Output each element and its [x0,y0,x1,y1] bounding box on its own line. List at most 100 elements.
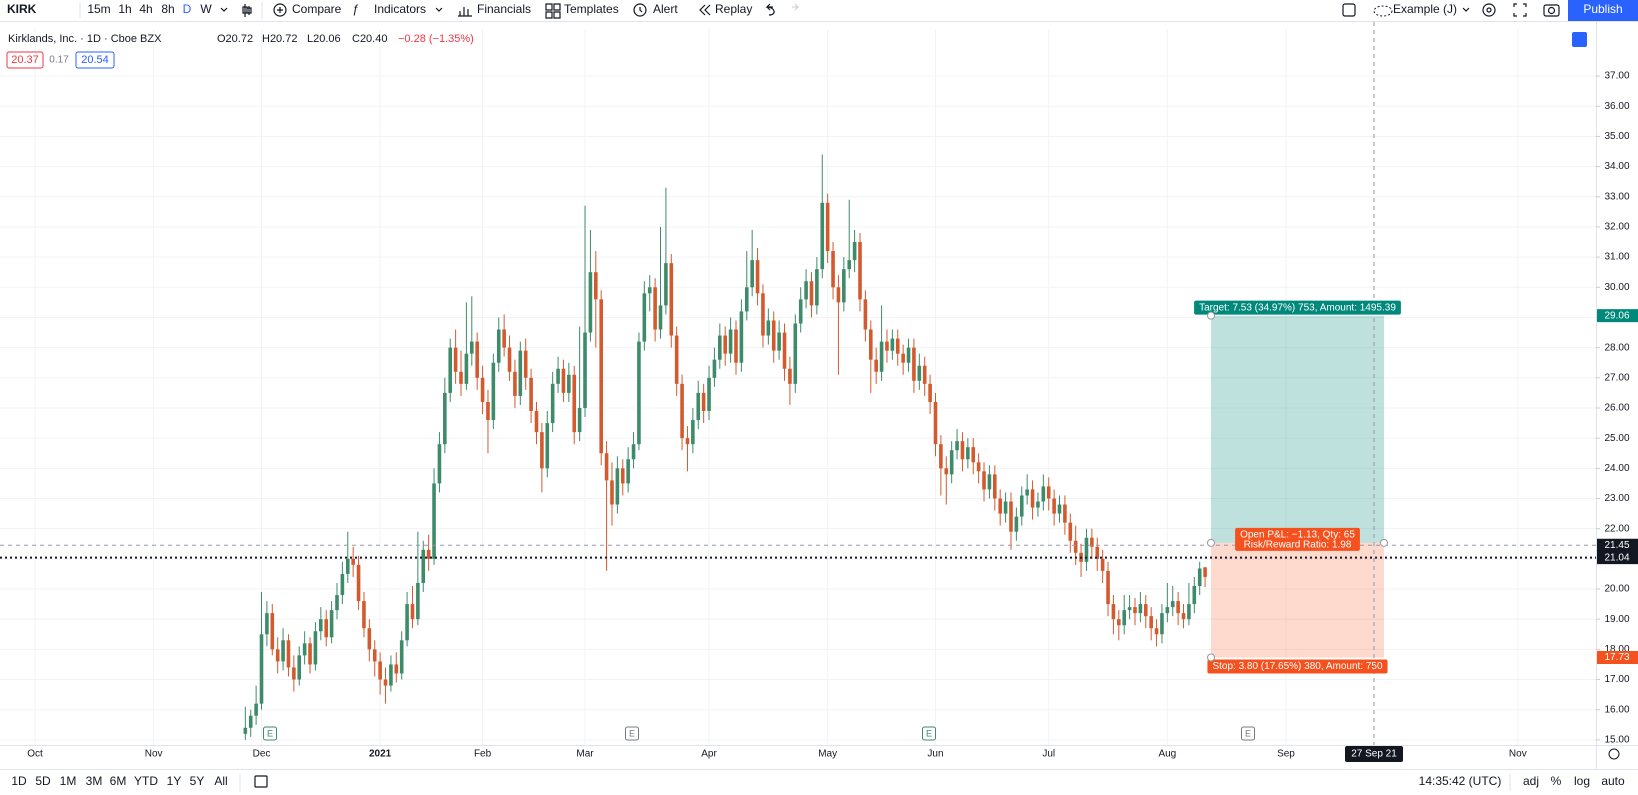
bid-box[interactable] [6,51,44,69]
interval[interactable]: 15m [87,2,110,16]
scale-option[interactable]: % [1551,774,1562,788]
toolbar-button[interactable]: Replay [715,2,752,16]
y-tick-label: 33.00 [1604,191,1629,202]
settings-button[interactable] [1482,3,1496,17]
range-button[interactable]: YTD [134,774,158,788]
candle-body [383,679,388,686]
toolbar-button[interactable]: Templates [564,2,619,16]
range-button[interactable]: All [214,774,227,788]
scale-option[interactable]: auto [1601,774,1625,788]
toolbar-button[interactable]: Alert [653,2,678,16]
scale-option[interactable]: log [1574,774,1590,788]
candle-body [809,281,814,306]
range-button[interactable]: 1M [60,774,77,788]
range-button[interactable]: 3M [86,774,103,788]
range-button[interactable]: 5Y [190,774,205,788]
candle-body [453,347,458,372]
interval[interactable]: 4h [139,2,152,16]
templates-icon[interactable] [545,3,561,19]
candle-body [1046,486,1051,499]
candle-body [615,468,620,505]
compare-icon[interactable] [273,3,287,17]
undo-button[interactable] [765,3,775,16]
axis-settings-button[interactable] [1608,748,1620,760]
scale-option[interactable]: adj [1523,774,1539,788]
ask-box[interactable] [75,51,115,69]
toolbar-button[interactable]: Compare [292,2,342,16]
range-button[interactable]: 1Y [167,774,182,788]
earnings-label: E [1245,728,1251,738]
candle-body [982,471,986,490]
clock[interactable]: 14:35:42 (UTC) [1419,774,1502,788]
layout-dropdown[interactable] [1462,7,1470,12]
financials-icon[interactable] [458,7,472,17]
indicators-dropdown[interactable] [435,7,443,12]
toolbar-button[interactable]: Financials [477,2,531,16]
candle-body [599,299,603,454]
range-button[interactable]: 1D [11,774,27,788]
alert-icon[interactable] [633,3,647,17]
candle-body [556,368,560,384]
candle-body [523,350,528,378]
plot-area: 15.0016.0017.0018.0019.0020.0021.0022.00… [0,22,1638,769]
layout-icon[interactable] [1342,3,1356,17]
symbol[interactable]: KIRK [7,2,37,16]
ask-price[interactable]: 20.54 [81,54,109,66]
y-tick-label: 22.00 [1604,523,1629,534]
candle-body [1181,613,1186,620]
compare-icon-plus [277,7,283,13]
indicators-icon[interactable]: ƒ [352,2,359,16]
snapshot-lens [1547,6,1556,15]
earnings-marker [625,726,639,741]
top-toolbar: KIRK 15m 1h 4h 8h D W Compare ƒ Indicato… [0,0,1638,22]
replay-icon[interactable] [699,4,711,16]
object-tree-button[interactable] [1572,32,1587,47]
candle-body [1106,570,1110,605]
candle-body [426,549,431,559]
candle-body [664,263,668,306]
interval-dropdown[interactable] [220,7,228,12]
candle-body [1138,604,1143,614]
y-tick-label: 30.00 [1604,282,1629,293]
candle-body [939,444,943,469]
candle-body [1160,613,1164,635]
legend-high: H20.72 [262,33,297,45]
candle-body [831,251,835,288]
position-handle [1380,538,1388,547]
publish-button-bg[interactable] [1568,0,1638,21]
candle-body [1154,628,1159,635]
candle-body [879,341,884,372]
candle-body [701,392,706,411]
candle-body [292,667,296,680]
candle-body [421,549,426,583]
last-price-tag: 21.04 [1604,552,1629,563]
publish-button[interactable]: Publish [1583,2,1622,16]
range-button[interactable]: 5D [35,774,51,788]
interval[interactable]: W [200,2,212,16]
redo-button[interactable] [792,3,800,11]
candle-body [572,374,577,433]
stop-price-tag: 17.73 [1604,652,1629,663]
x-tick-label: Oct [27,749,43,760]
legend-title: Kirklands, Inc. · 1D · Cboe BZX [8,33,162,45]
cloud-icon[interactable] [1373,5,1393,17]
x-tick-label: Dec [253,749,271,760]
snapshot-button[interactable] [1543,4,1560,17]
interval-active[interactable]: D [183,2,192,16]
bid-price[interactable]: 20.37 [11,54,39,66]
candle-body [804,281,808,300]
toolbar-button[interactable]: Indicators [374,2,426,16]
layout-name[interactable]: Example (J) [1393,2,1457,16]
candle-body [998,498,1002,514]
chart-type-button[interactable] [242,4,252,17]
target-price-tag: 29.06 [1604,310,1629,321]
goto-date-button[interactable] [254,775,268,788]
candle-body [744,287,749,312]
candle-body [513,371,517,396]
interval[interactable]: 8h [161,2,174,16]
range-button[interactable]: 6M [110,774,127,788]
fullscreen-button[interactable] [1513,3,1527,17]
interval[interactable]: 1h [118,2,131,16]
ratio-label: Risk/Reward Ratio: 1.98 [1244,539,1352,550]
candle-body [960,441,965,460]
